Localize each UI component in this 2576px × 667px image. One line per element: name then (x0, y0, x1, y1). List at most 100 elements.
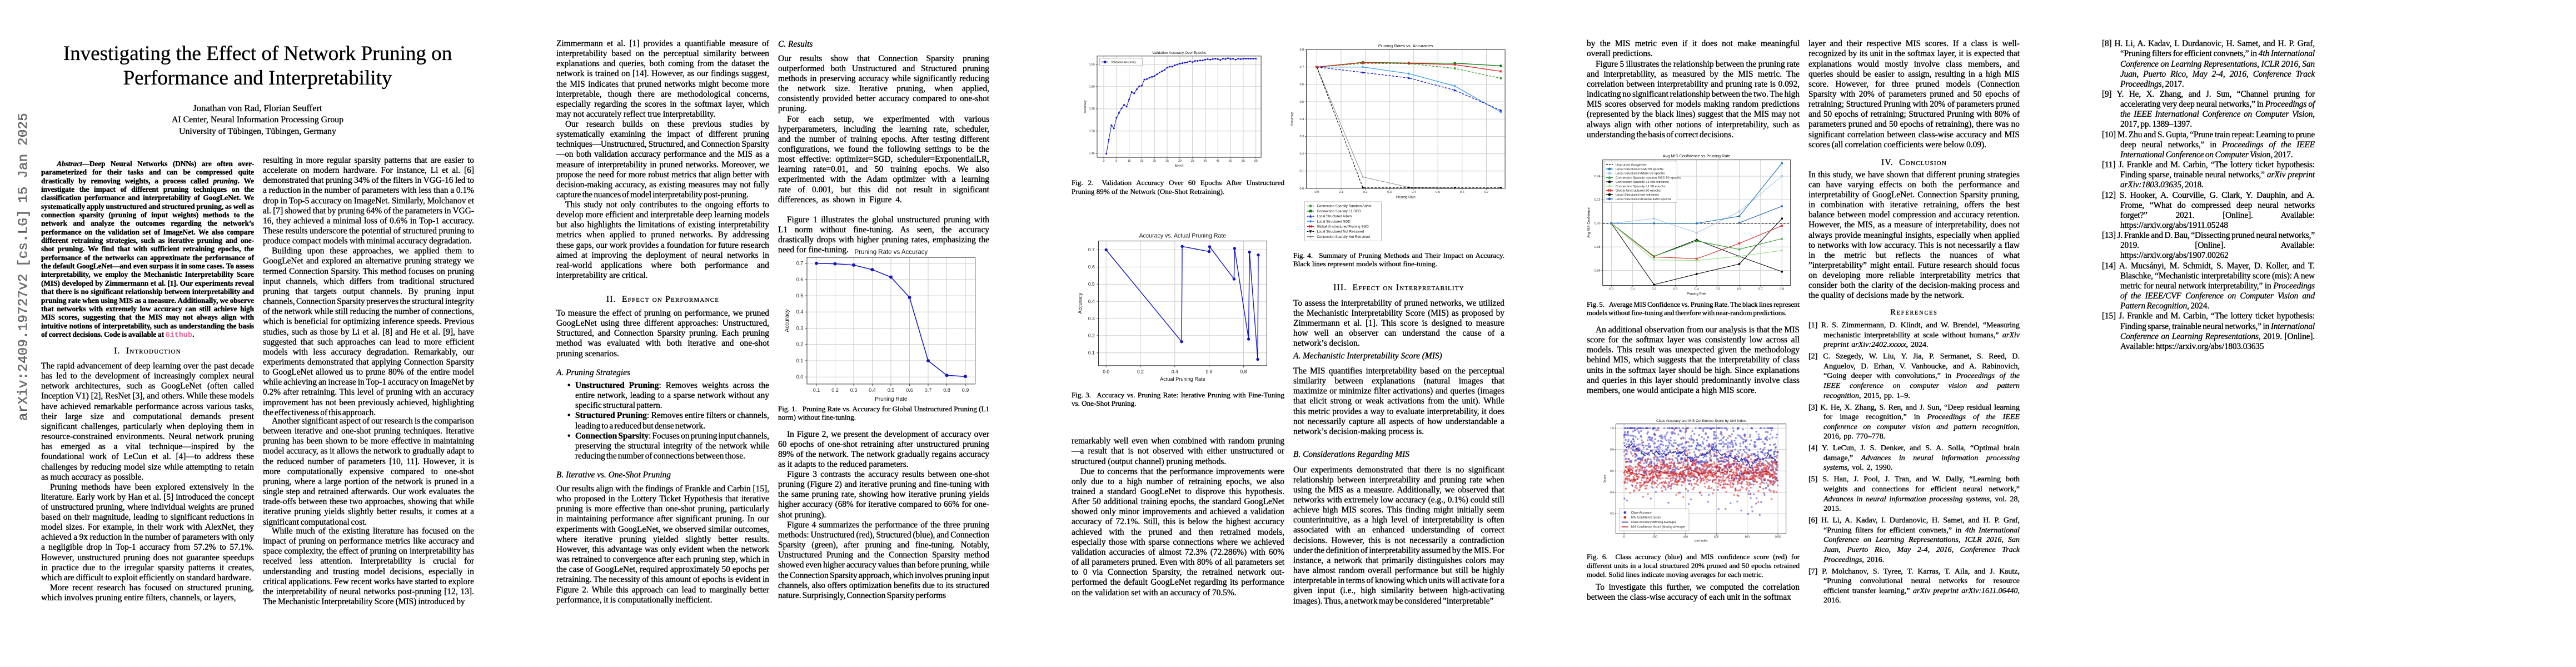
svg-text:Accuracy: Accuracy (784, 309, 790, 332)
svg-text:0.7: 0.7 (925, 387, 932, 393)
svg-text:0.2: 0.2 (831, 387, 839, 393)
svg-text:0.3: 0.3 (1673, 288, 1678, 291)
svg-text:Local Structured not retrained: Local Structured not retrained (1616, 193, 1659, 197)
svg-text:Connection Sparsity L1 50 epoc: Connection Sparsity L1 50 epochs (1616, 185, 1666, 188)
svg-text:0.0: 0.0 (1609, 288, 1613, 291)
svg-text:0: 0 (1623, 535, 1625, 539)
svg-text:0.8: 0.8 (1780, 288, 1784, 291)
svg-text:0.2: 0.2 (1610, 512, 1614, 516)
svg-text:Pruning Rates vs. Accuracies: Pruning Rates vs. Accuracies (1378, 43, 1433, 48)
svg-text:0.4: 0.4 (1172, 369, 1178, 375)
svg-text:200: 200 (1652, 535, 1657, 539)
svg-text:0.3: 0.3 (1387, 191, 1392, 194)
svg-text:0.2: 0.2 (796, 342, 804, 347)
svg-text:Local Structured Not Retrained: Local Structured Not Retrained (1317, 230, 1365, 234)
svg-text:0.6: 0.6 (1300, 83, 1304, 87)
svg-text:0.55: 0.55 (1089, 108, 1095, 111)
svg-text:Accuracy: Accuracy (1291, 112, 1294, 126)
svg-text:40: 40 (1204, 160, 1207, 163)
svg-text:0.0: 0.0 (796, 374, 804, 380)
svg-text:0.5: 0.5 (1716, 288, 1720, 291)
svg-text:Class Accuracy: Class Accuracy (1631, 511, 1652, 515)
svg-text:Epoch: Epoch (1175, 165, 1184, 168)
svg-text:Actual Pruning Rate: Actual Pruning Rate (1160, 376, 1205, 382)
svg-text:0.1: 0.1 (1631, 288, 1635, 291)
svg-text:0.7: 0.7 (1088, 247, 1095, 252)
svg-text:MIS Confidence Score (Moving A: MIS Confidence Score (Moving Average) (1631, 526, 1686, 529)
svg-text:Validation Accuracy Over Epoch: Validation Accuracy Over Epochs (1152, 51, 1207, 55)
svg-text:55: 55 (1242, 160, 1245, 163)
svg-text:600: 600 (1714, 535, 1719, 539)
svg-text:Pruning Rate: Pruning Rate (1396, 196, 1416, 200)
svg-text:0.8: 0.8 (1610, 448, 1614, 451)
svg-text:0.68: 0.68 (1595, 246, 1601, 249)
svg-text:30: 30 (1178, 160, 1182, 163)
svg-text:0.4: 0.4 (1300, 118, 1304, 121)
svg-text:0.1: 0.1 (796, 358, 804, 364)
svg-text:800: 800 (1745, 535, 1750, 539)
svg-text:0.60: 0.60 (1089, 86, 1095, 89)
svg-text:20: 20 (1153, 160, 1156, 163)
svg-text:0.1: 0.1 (813, 387, 820, 393)
svg-text:Connection Sparsity L1 not ret: Connection Sparsity L1 not retrained (1616, 181, 1669, 184)
svg-text:0.7: 0.7 (1758, 288, 1763, 291)
svg-text:0.3: 0.3 (1088, 316, 1095, 321)
svg-text:0.65: 0.65 (1089, 63, 1095, 67)
svg-text:1000: 1000 (1775, 535, 1781, 539)
svg-text:Pruning Rate: Pruning Rate (875, 396, 908, 402)
svg-text:Accuracy: Accuracy (1084, 100, 1087, 113)
svg-text:Class Accuracy and MIS Confide: Class Accuracy and MIS Confidence Score … (1656, 419, 1746, 423)
svg-text:Unpruned GoogleNet: Unpruned GoogleNet (1616, 163, 1647, 167)
svg-text:Local Structured SGD: Local Structured SGD (1317, 220, 1351, 223)
svg-text:Global Unstructured 50 epochs: Global Unstructured 50 epochs (1616, 190, 1661, 193)
svg-text:10: 10 (1128, 160, 1131, 163)
svg-text:0.50: 0.50 (1089, 130, 1095, 133)
svg-text:Accuracy: Accuracy (1078, 292, 1083, 313)
svg-text:0.8: 0.8 (943, 387, 950, 393)
svg-text:Validation Accuracy: Validation Accuracy (1111, 61, 1136, 64)
svg-text:0.4: 0.4 (1412, 191, 1416, 194)
svg-text:400: 400 (1683, 535, 1688, 539)
svg-text:0.2: 0.2 (1652, 288, 1656, 291)
svg-text:0.6: 0.6 (906, 387, 913, 393)
svg-text:0.5: 0.5 (1436, 191, 1440, 194)
svg-text:0.0: 0.0 (1315, 191, 1319, 194)
svg-text:25: 25 (1165, 160, 1169, 163)
svg-text:0.6: 0.6 (1460, 191, 1464, 194)
svg-text:0.3: 0.3 (1300, 135, 1304, 138)
svg-text:0.6: 0.6 (796, 277, 804, 282)
svg-text:0.0: 0.0 (1103, 369, 1109, 375)
svg-text:0.6: 0.6 (1610, 470, 1614, 473)
svg-text:0.4: 0.4 (1695, 288, 1699, 291)
svg-text:0: 0 (1103, 160, 1105, 163)
svg-text:35: 35 (1191, 160, 1194, 163)
svg-text:0.7: 0.7 (1300, 66, 1304, 69)
svg-text:1.0: 1.0 (1610, 427, 1614, 430)
svg-text:Local Structured Adam 50 epoch: Local Structured Adam 50 epochs (1616, 172, 1665, 176)
svg-text:0.5: 0.5 (1088, 281, 1095, 287)
svg-text:0.5: 0.5 (796, 293, 804, 298)
svg-text:0.7: 0.7 (796, 261, 804, 266)
svg-text:Local Structured Adam: Local Structured Adam (1317, 215, 1352, 218)
svg-text:0.7: 0.7 (1484, 191, 1489, 194)
svg-text:0.70: 0.70 (1595, 222, 1601, 226)
svg-text:0.4: 0.4 (1610, 491, 1614, 494)
svg-text:Pruning Rate vs Accuracy: Pruning Rate vs Accuracy (854, 249, 928, 256)
svg-text:0.2: 0.2 (1088, 333, 1095, 339)
svg-text:Avg MIS Confidence vs Pruning: Avg MIS Confidence vs Pruning Rate (1663, 153, 1731, 158)
svg-text:15: 15 (1140, 160, 1143, 163)
svg-text:0.1: 0.1 (1339, 191, 1343, 194)
svg-text:0.1: 0.1 (1088, 350, 1095, 356)
svg-text:Class Accuracy (Moving Average: Class Accuracy (Moving Average) (1631, 521, 1676, 524)
svg-text:Score: Score (1603, 475, 1607, 482)
svg-text:5: 5 (1115, 160, 1117, 163)
svg-text:0.6: 0.6 (1088, 264, 1095, 270)
svg-text:0.2: 0.2 (1137, 369, 1144, 375)
svg-text:60: 60 (1254, 160, 1258, 163)
svg-text:45: 45 (1216, 160, 1219, 163)
svg-text:0.4: 0.4 (1088, 298, 1095, 304)
svg-text:Connection Sparsity Not Retrai: Connection Sparsity Not Retrained (1317, 235, 1371, 239)
svg-text:0.66: 0.66 (1595, 270, 1601, 273)
svg-text:0.1: 0.1 (1300, 170, 1304, 173)
svg-text:0.3: 0.3 (796, 325, 804, 331)
